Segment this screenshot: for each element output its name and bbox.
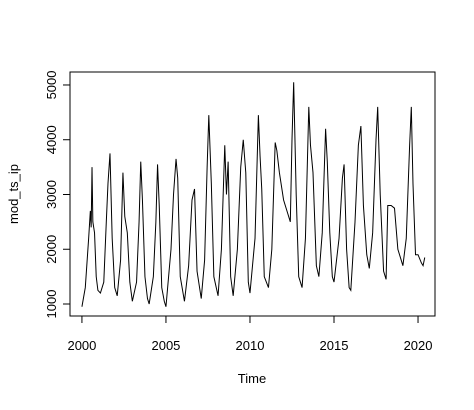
x-axis-label: Time [238,371,266,386]
series-line [81,82,426,307]
x-tick-label: 2005 [151,338,180,353]
y-tick-label: 1000 [44,290,59,319]
y-tick-label: 3000 [44,180,59,209]
y-tick-label: 5000 [44,71,59,100]
x-tick-label: 2000 [67,338,96,353]
y-tick-label: 2000 [44,235,59,264]
x-tick-label: 2020 [404,338,433,353]
y-tick-label: 4000 [44,125,59,154]
x-tick-label: 2015 [320,338,349,353]
y-axis-label: mod_ts_ip [6,164,21,224]
x-tick-label: 2010 [236,338,265,353]
